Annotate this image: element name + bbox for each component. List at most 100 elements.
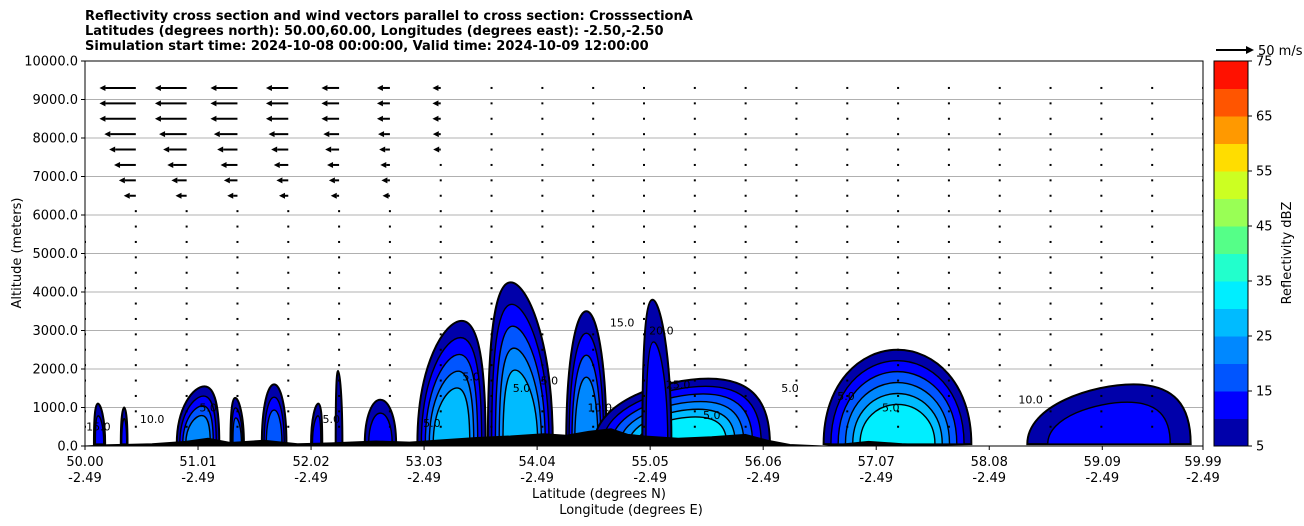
wind-vector <box>439 379 442 382</box>
wind-vector <box>897 163 900 166</box>
wind-vector-head <box>376 115 383 122</box>
wind-vector <box>744 348 747 351</box>
wind-vector <box>744 194 747 197</box>
contour-label: 10.0 <box>588 401 613 414</box>
wind-vector-head <box>210 84 217 91</box>
wind-vector <box>744 425 747 428</box>
wind-vector <box>592 364 595 367</box>
wind-vector <box>236 317 239 320</box>
wind-vector <box>998 333 1001 336</box>
wind-vector <box>1151 225 1154 228</box>
wind-vector <box>1049 410 1052 413</box>
x-tick-label-longitude: -2.49 <box>746 471 780 486</box>
wind-vector <box>541 287 544 290</box>
wind-vector <box>846 86 849 89</box>
wind-vector <box>592 302 595 305</box>
wind-vector <box>693 287 696 290</box>
wind-vector <box>490 348 493 351</box>
wind-vector <box>388 425 391 428</box>
colorbar-tick-label: 35 <box>1256 275 1273 290</box>
wind-vector <box>490 379 493 382</box>
wind-vector <box>490 179 493 182</box>
wind-vector <box>541 364 544 367</box>
wind-vector <box>947 379 950 382</box>
wind-vector <box>1151 179 1154 182</box>
colorbar-segment <box>1214 336 1248 364</box>
wind-vector <box>1100 317 1103 320</box>
contour-label: 5.0 <box>837 390 855 403</box>
wind-vector <box>1100 364 1103 367</box>
wind-vector <box>846 117 849 120</box>
wind-vector <box>490 225 493 228</box>
wind-vector <box>744 256 747 259</box>
wind-vector <box>998 194 1001 197</box>
wind-vector <box>897 117 900 120</box>
wind-vector <box>490 333 493 336</box>
wind-vector <box>1049 225 1052 228</box>
wind-vector <box>134 302 137 305</box>
wind-vector <box>439 256 442 259</box>
wind-vector <box>744 410 747 413</box>
colorbar-tick-label: 65 <box>1256 110 1273 125</box>
wind-vector-head <box>433 146 440 153</box>
wind-vector <box>490 425 493 428</box>
wind-vector <box>1049 133 1052 136</box>
wind-vector <box>693 163 696 166</box>
wind-vector <box>693 425 696 428</box>
wind-vector <box>947 102 950 105</box>
x-tick-label-longitude: -2.49 <box>68 471 102 486</box>
wind-vector <box>1100 210 1103 213</box>
wind-vector <box>947 148 950 151</box>
colorbar-segment <box>1214 171 1248 199</box>
wind-vector <box>693 333 696 336</box>
x-tick-label-latitude: 55.05 <box>632 455 669 470</box>
wind-vector <box>236 256 239 259</box>
x-axis-label-latitude: Latitude (degrees N) <box>532 487 666 502</box>
y-tick-label: 8000.0 <box>33 132 79 147</box>
colorbar-tick-label: 5 <box>1256 440 1264 455</box>
x-tick-label-latitude: 58.08 <box>971 455 1008 470</box>
wind-vector <box>236 287 239 290</box>
y-tick-label: 10000.0 <box>24 55 78 70</box>
wind-vector <box>1151 194 1154 197</box>
reflectivity-cells <box>92 281 1192 446</box>
wind-vector-head <box>72 193 78 199</box>
wind-vector-head <box>44 85 50 91</box>
x-tick-label-longitude: -2.49 <box>859 471 893 486</box>
wind-vector <box>947 394 950 397</box>
wind-vector <box>541 117 544 120</box>
wind-vector <box>693 225 696 228</box>
wind-vector <box>846 194 849 197</box>
wind-vector-head <box>78 208 84 214</box>
wind-vector <box>287 287 290 290</box>
contour-label: 25.0 <box>666 378 691 391</box>
wind-vector <box>947 163 950 166</box>
wind-vector <box>744 163 747 166</box>
wind-vector <box>744 240 747 243</box>
wind-vector <box>795 410 798 413</box>
wind-vector <box>1100 425 1103 428</box>
wind-vector <box>846 425 849 428</box>
wind-vector <box>744 179 747 182</box>
reflectivity-contour <box>120 417 128 445</box>
y-tick-label: 3000.0 <box>33 324 79 339</box>
y-tick-label: 2000.0 <box>33 363 79 378</box>
x-tick-label-latitude: 56.06 <box>745 455 782 470</box>
wind-vector <box>947 117 950 120</box>
wind-vector <box>185 287 188 290</box>
wind-vector <box>693 133 696 136</box>
wind-vector <box>439 240 442 243</box>
wind-vector <box>897 240 900 243</box>
wind-vector <box>744 287 747 290</box>
wind-vector <box>897 210 900 213</box>
wind-vector <box>744 225 747 228</box>
wind-vector <box>592 256 595 259</box>
wind-vector <box>693 210 696 213</box>
wind-vector <box>1049 287 1052 290</box>
reflectivity-contour <box>574 376 599 445</box>
x-tick-label-latitude: 52.02 <box>292 455 329 470</box>
wind-vector <box>643 379 645 382</box>
wind-vector-head <box>118 177 125 184</box>
wind-vector <box>643 348 645 351</box>
wind-vector <box>1100 333 1103 336</box>
